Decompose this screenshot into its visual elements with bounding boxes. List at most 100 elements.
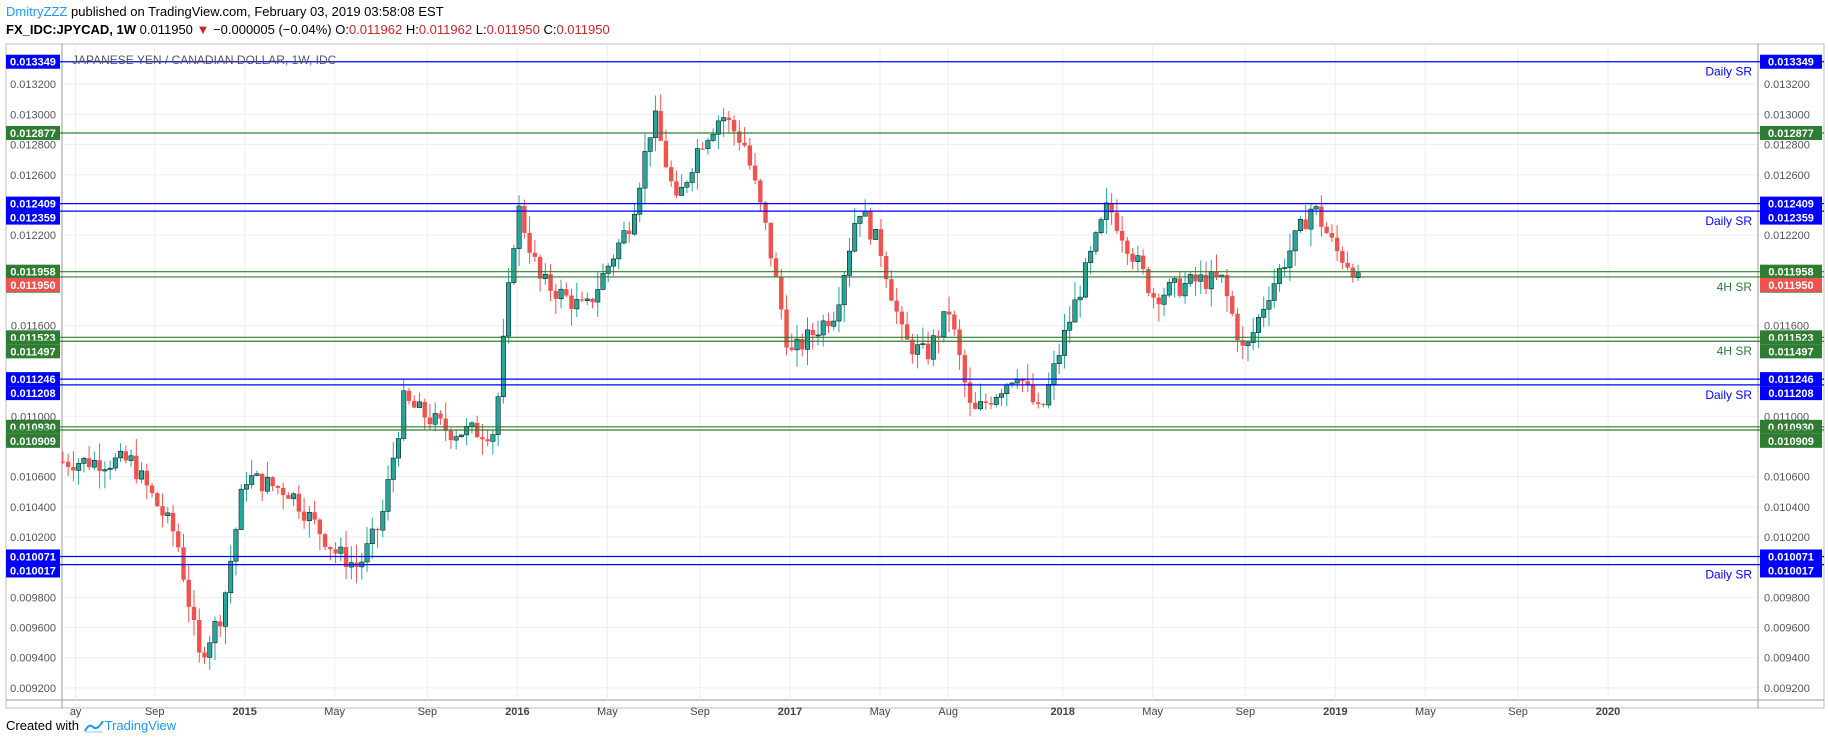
candle-body (238, 488, 244, 530)
y-tick-label: 0.013200 (1764, 79, 1810, 91)
candle-body (883, 256, 889, 280)
candle-body (1334, 237, 1340, 252)
candle-body (564, 289, 569, 296)
candle-body (805, 329, 810, 350)
y-tick-label: 0.010400 (1764, 502, 1810, 514)
author-link[interactable]: DmitryZZZ (6, 4, 68, 19)
sr-label-box-right (1760, 210, 1822, 225)
last-price-label-right: 0.011950 (1768, 280, 1813, 292)
symbol-label: FX_IDC:JPYCAD, 1W (6, 22, 137, 37)
candle-body (983, 401, 988, 403)
candle-body (223, 592, 228, 627)
x-tick-label: 2018 (1050, 706, 1074, 718)
candle-body (1098, 219, 1104, 233)
sr-label-left: 0.012877 (10, 128, 56, 140)
candle-body (181, 547, 186, 580)
candle-body (1072, 299, 1078, 323)
candle-body (847, 250, 852, 276)
candle-body (1056, 355, 1062, 364)
candle-body (763, 202, 768, 223)
candle-body (1208, 271, 1214, 290)
candle-body (1297, 219, 1303, 231)
down-arrow-icon: ▼ (196, 22, 210, 37)
candle-body (579, 299, 585, 301)
candle-body (553, 290, 559, 299)
candle-body (1319, 206, 1324, 227)
candle-body (322, 534, 328, 547)
candle-body (249, 475, 255, 485)
candle-body (291, 493, 297, 500)
x-tick-label: ay (70, 706, 82, 718)
sr-label-right: 0.011208 (1768, 388, 1813, 400)
candle-body (784, 309, 789, 348)
x-tick-label: 2016 (505, 706, 529, 718)
open-value: 0.011962 (348, 22, 403, 37)
sr-label-left: 0.010930 (10, 422, 56, 434)
candle-body (1067, 321, 1073, 331)
candle-body (412, 400, 417, 408)
candle-body (810, 329, 815, 336)
candle-body (1182, 283, 1188, 297)
sr-label-box-left (6, 386, 60, 401)
x-tick-label: May (597, 706, 618, 718)
candle-body (480, 437, 485, 440)
last-price-label-left: 0.011950 (10, 280, 55, 292)
y-tick-label: 0.011600 (1764, 321, 1809, 333)
candle-body (76, 463, 82, 471)
candle-body (1355, 272, 1361, 278)
sr-label-box-left (6, 433, 60, 448)
candle-body (962, 355, 968, 383)
candle-body (616, 242, 622, 260)
candle-body (432, 413, 438, 425)
sr-label-right: 0.012877 (1768, 128, 1814, 140)
x-tick-label: 2020 (1596, 706, 1620, 718)
candle-body (1303, 219, 1308, 230)
candle-body (652, 110, 658, 138)
sr-label-left: 0.010071 (10, 551, 56, 563)
candle-body (747, 145, 753, 166)
sr-label-box-left (6, 264, 60, 279)
candle-body (275, 486, 281, 488)
sr-label-box-right (1760, 433, 1822, 448)
tradingview-link[interactable]: TradingView (104, 718, 177, 733)
candle-body (779, 276, 784, 310)
x-tick-label: Sep (1508, 706, 1528, 718)
candle-body (993, 397, 999, 405)
candle-body (280, 487, 286, 496)
candle-body (710, 133, 716, 141)
candle-body (369, 528, 375, 544)
candle-body (705, 140, 711, 149)
last-price-box-right (1760, 277, 1822, 292)
candle-body (495, 396, 501, 435)
candle-body (674, 181, 679, 196)
candle-body (380, 511, 386, 531)
candle-body (627, 230, 632, 235)
candle-body (637, 187, 643, 215)
sr-label-box-right (1760, 549, 1822, 564)
y-tick-label: 0.010200 (10, 532, 56, 544)
candle-body (176, 531, 181, 548)
sr-level-name: Daily SR (1705, 214, 1752, 228)
candle-body (941, 311, 947, 338)
candle-body (862, 210, 868, 217)
candle-body (1345, 262, 1350, 268)
candle-body (1161, 294, 1167, 305)
candle-body (1313, 206, 1319, 210)
candle-body (899, 311, 905, 325)
candle-body (1036, 402, 1041, 405)
candle-body (102, 469, 108, 472)
candle-body (91, 460, 97, 468)
candle-body (548, 274, 553, 291)
created-with-text: Created with (6, 718, 79, 733)
candle-body (1340, 251, 1345, 263)
candle-body (758, 180, 763, 203)
y-tick-label: 0.009400 (10, 653, 56, 665)
candle-body (118, 451, 124, 459)
candle-body (1329, 233, 1335, 238)
sr-label-box-right (1760, 563, 1822, 578)
sr-label-box-right (1760, 386, 1822, 401)
candle-body (375, 528, 380, 531)
candle-body (527, 232, 532, 253)
candle-body (107, 467, 113, 470)
